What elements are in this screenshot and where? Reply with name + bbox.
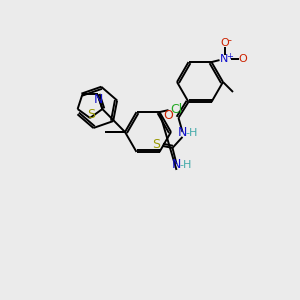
Text: -H: -H [179, 160, 192, 170]
Text: S: S [152, 138, 160, 152]
Text: N: N [172, 158, 181, 171]
Text: +: + [226, 52, 233, 61]
Text: Cl: Cl [170, 103, 183, 116]
Text: O: O [164, 110, 173, 122]
Text: N: N [94, 93, 103, 106]
Text: S: S [87, 109, 95, 122]
Text: -H: -H [185, 128, 198, 138]
Text: N: N [220, 54, 229, 64]
Text: -: - [227, 35, 232, 45]
Text: O: O [220, 38, 229, 48]
Text: O: O [238, 54, 247, 64]
Text: N: N [178, 126, 187, 140]
